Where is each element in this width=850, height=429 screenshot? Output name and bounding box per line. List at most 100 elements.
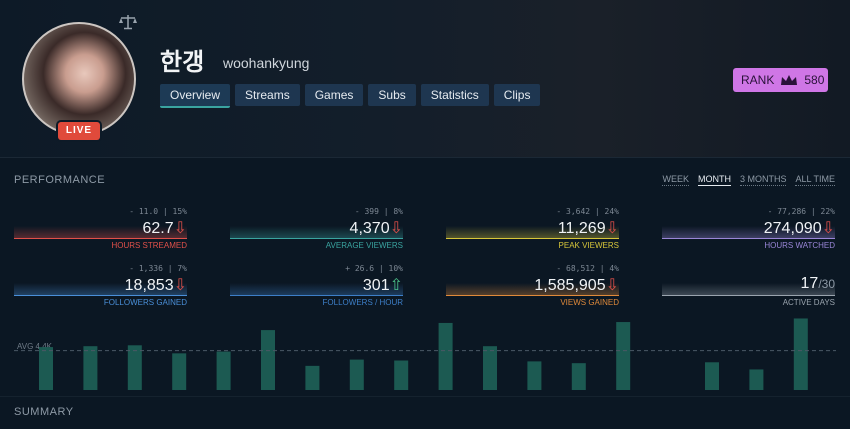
stat-value-row: 18,853⇩	[125, 275, 187, 295]
stat-underline	[14, 238, 187, 239]
stat-glow	[14, 226, 187, 238]
avatar[interactable]	[22, 22, 136, 136]
trend-down-icon: ⇩	[605, 277, 619, 294]
stat-card-average-viewers: - 399 | 8% 4,370⇩ AVERAGE VIEWERS	[230, 207, 403, 255]
tab-streams[interactable]: Streams	[235, 84, 300, 106]
chart-bar[interactable]	[216, 351, 231, 390]
stat-denominator: /30	[818, 277, 835, 291]
stat-label: HOURS STREAMED	[111, 241, 187, 250]
stat-value: 62.7	[142, 220, 174, 237]
stat-underline	[230, 295, 403, 296]
trend-down-icon: ⇩	[821, 220, 835, 237]
stat-underline	[662, 295, 835, 296]
stat-change: + 26.6 | 10%	[345, 264, 403, 273]
chart-bar[interactable]	[305, 365, 320, 390]
period-all-time[interactable]: ALL TIME	[795, 174, 835, 186]
divider	[0, 396, 850, 397]
trend-down-icon: ⇩	[173, 277, 187, 294]
stat-card-peak-viewers: - 3,642 | 24% 11,269⇩ PEAK VIEWERS	[446, 207, 619, 255]
chart-bar[interactable]	[571, 363, 586, 390]
chart-bar[interactable]	[349, 359, 364, 390]
rank-badge[interactable]: RANK 580	[733, 68, 828, 92]
stat-label: HOURS WATCHED	[764, 241, 835, 250]
period-week[interactable]: WEEK	[662, 174, 689, 186]
chart-bar[interactable]	[127, 345, 142, 390]
stat-underline	[446, 238, 619, 239]
stat-value: 18,853	[124, 277, 174, 294]
tab-subs[interactable]: Subs	[368, 84, 416, 106]
stat-label: ACTIVE DAYS	[782, 298, 835, 307]
chart-bar[interactable]	[749, 369, 764, 390]
chart-bar[interactable]	[793, 318, 808, 390]
stat-value: 4,370	[349, 220, 390, 237]
chart-bar[interactable]	[83, 346, 98, 390]
rank-label: RANK	[741, 73, 775, 87]
stat-value-row: 1,585,905⇩	[534, 275, 619, 295]
trend-up-icon: ⇧	[389, 277, 403, 294]
stat-change: - 11.0 | 15%	[129, 207, 187, 216]
channel-header: LIVE 한갱 woohankyung Overview Streams Gam…	[0, 0, 850, 158]
stat-value-row: 4,370⇩	[350, 218, 403, 238]
stat-underline	[230, 238, 403, 239]
trend-down-icon: ⇩	[389, 220, 403, 237]
stat-label: FOLLOWERS GAINED	[103, 298, 187, 307]
stat-glow	[446, 226, 619, 238]
chart-bar[interactable]	[39, 347, 53, 390]
period-3-months[interactable]: 3 MONTHS	[739, 174, 787, 186]
stat-glow	[230, 283, 403, 295]
stat-value: 274,090	[763, 220, 822, 237]
stat-change: - 68,512 | 4%	[556, 264, 619, 273]
stat-value-row: 17/30	[801, 275, 835, 293]
scale-icon[interactable]	[118, 14, 138, 30]
stat-underline	[662, 238, 835, 239]
stat-card-views-gained: - 68,512 | 4% 1,585,905⇩ VIEWS GAINED	[446, 264, 619, 312]
stat-change: - 77,286 | 22%	[767, 207, 835, 216]
stat-value-row: 274,090⇩	[764, 218, 835, 238]
chart-bar[interactable]	[705, 362, 719, 390]
stat-underline	[14, 295, 187, 296]
live-badge[interactable]: LIVE	[58, 122, 100, 140]
trend-down-icon: ⇩	[173, 220, 187, 237]
stat-change: - 3,642 | 24%	[556, 207, 619, 216]
stat-glow	[230, 226, 403, 238]
rank-value: 580	[804, 73, 825, 87]
daily-bar-chart	[14, 318, 836, 390]
stat-label: AVERAGE VIEWERS	[325, 241, 403, 250]
channel-display-name: 한갱	[160, 49, 205, 76]
chart-bar[interactable]	[483, 346, 497, 390]
chart-average-label: AVG 4.4K	[17, 342, 52, 351]
stat-card-followers-per-hour: + 26.6 | 10% 301⇧ FOLLOWERS / HOUR	[230, 264, 403, 312]
crown-icon	[781, 75, 798, 85]
stat-value: 1,585,905	[534, 277, 606, 294]
stat-glow	[446, 283, 619, 295]
stat-card-followers-gained: - 1,336 | 7% 18,853⇩ FOLLOWERS GAINED	[14, 264, 187, 312]
stat-underline	[446, 295, 619, 296]
summary-title: SUMMARY	[14, 406, 74, 418]
stat-value-row: 11,269⇩	[558, 218, 619, 238]
tab-clips[interactable]: Clips	[493, 84, 541, 106]
stat-glow	[662, 283, 835, 295]
stat-label: FOLLOWERS / HOUR	[322, 298, 403, 307]
tab-games[interactable]: Games	[304, 84, 364, 106]
stat-glow	[14, 283, 187, 295]
tab-overview[interactable]: Overview	[160, 84, 231, 108]
avatar-container: LIVE	[22, 22, 136, 140]
period-month[interactable]: MONTH	[697, 174, 731, 186]
chart-bar[interactable]	[438, 322, 453, 390]
period-selector: WEEK MONTH 3 MONTHS ALL TIME	[662, 174, 835, 186]
chart-bar[interactable]	[172, 353, 187, 390]
chart-bar[interactable]	[616, 322, 631, 390]
stat-value: 17	[800, 275, 819, 292]
stat-change: - 399 | 8%	[354, 207, 403, 216]
chart-bar[interactable]	[261, 330, 275, 390]
chart-bar[interactable]	[527, 361, 542, 390]
stat-change: - 1,336 | 7%	[129, 264, 187, 273]
stat-value: 301	[362, 277, 390, 294]
channel-username: woohankyung	[223, 55, 310, 71]
channel-tabs: Overview Streams Games Subs Statistics C…	[160, 84, 541, 108]
stat-card-hours-watched: - 77,286 | 22% 274,090⇩ HOURS WATCHED	[662, 207, 835, 255]
chart-bar[interactable]	[394, 360, 409, 390]
stat-value: 11,269	[557, 220, 606, 237]
stat-label: VIEWS GAINED	[560, 298, 619, 307]
tab-statistics[interactable]: Statistics	[420, 84, 489, 106]
